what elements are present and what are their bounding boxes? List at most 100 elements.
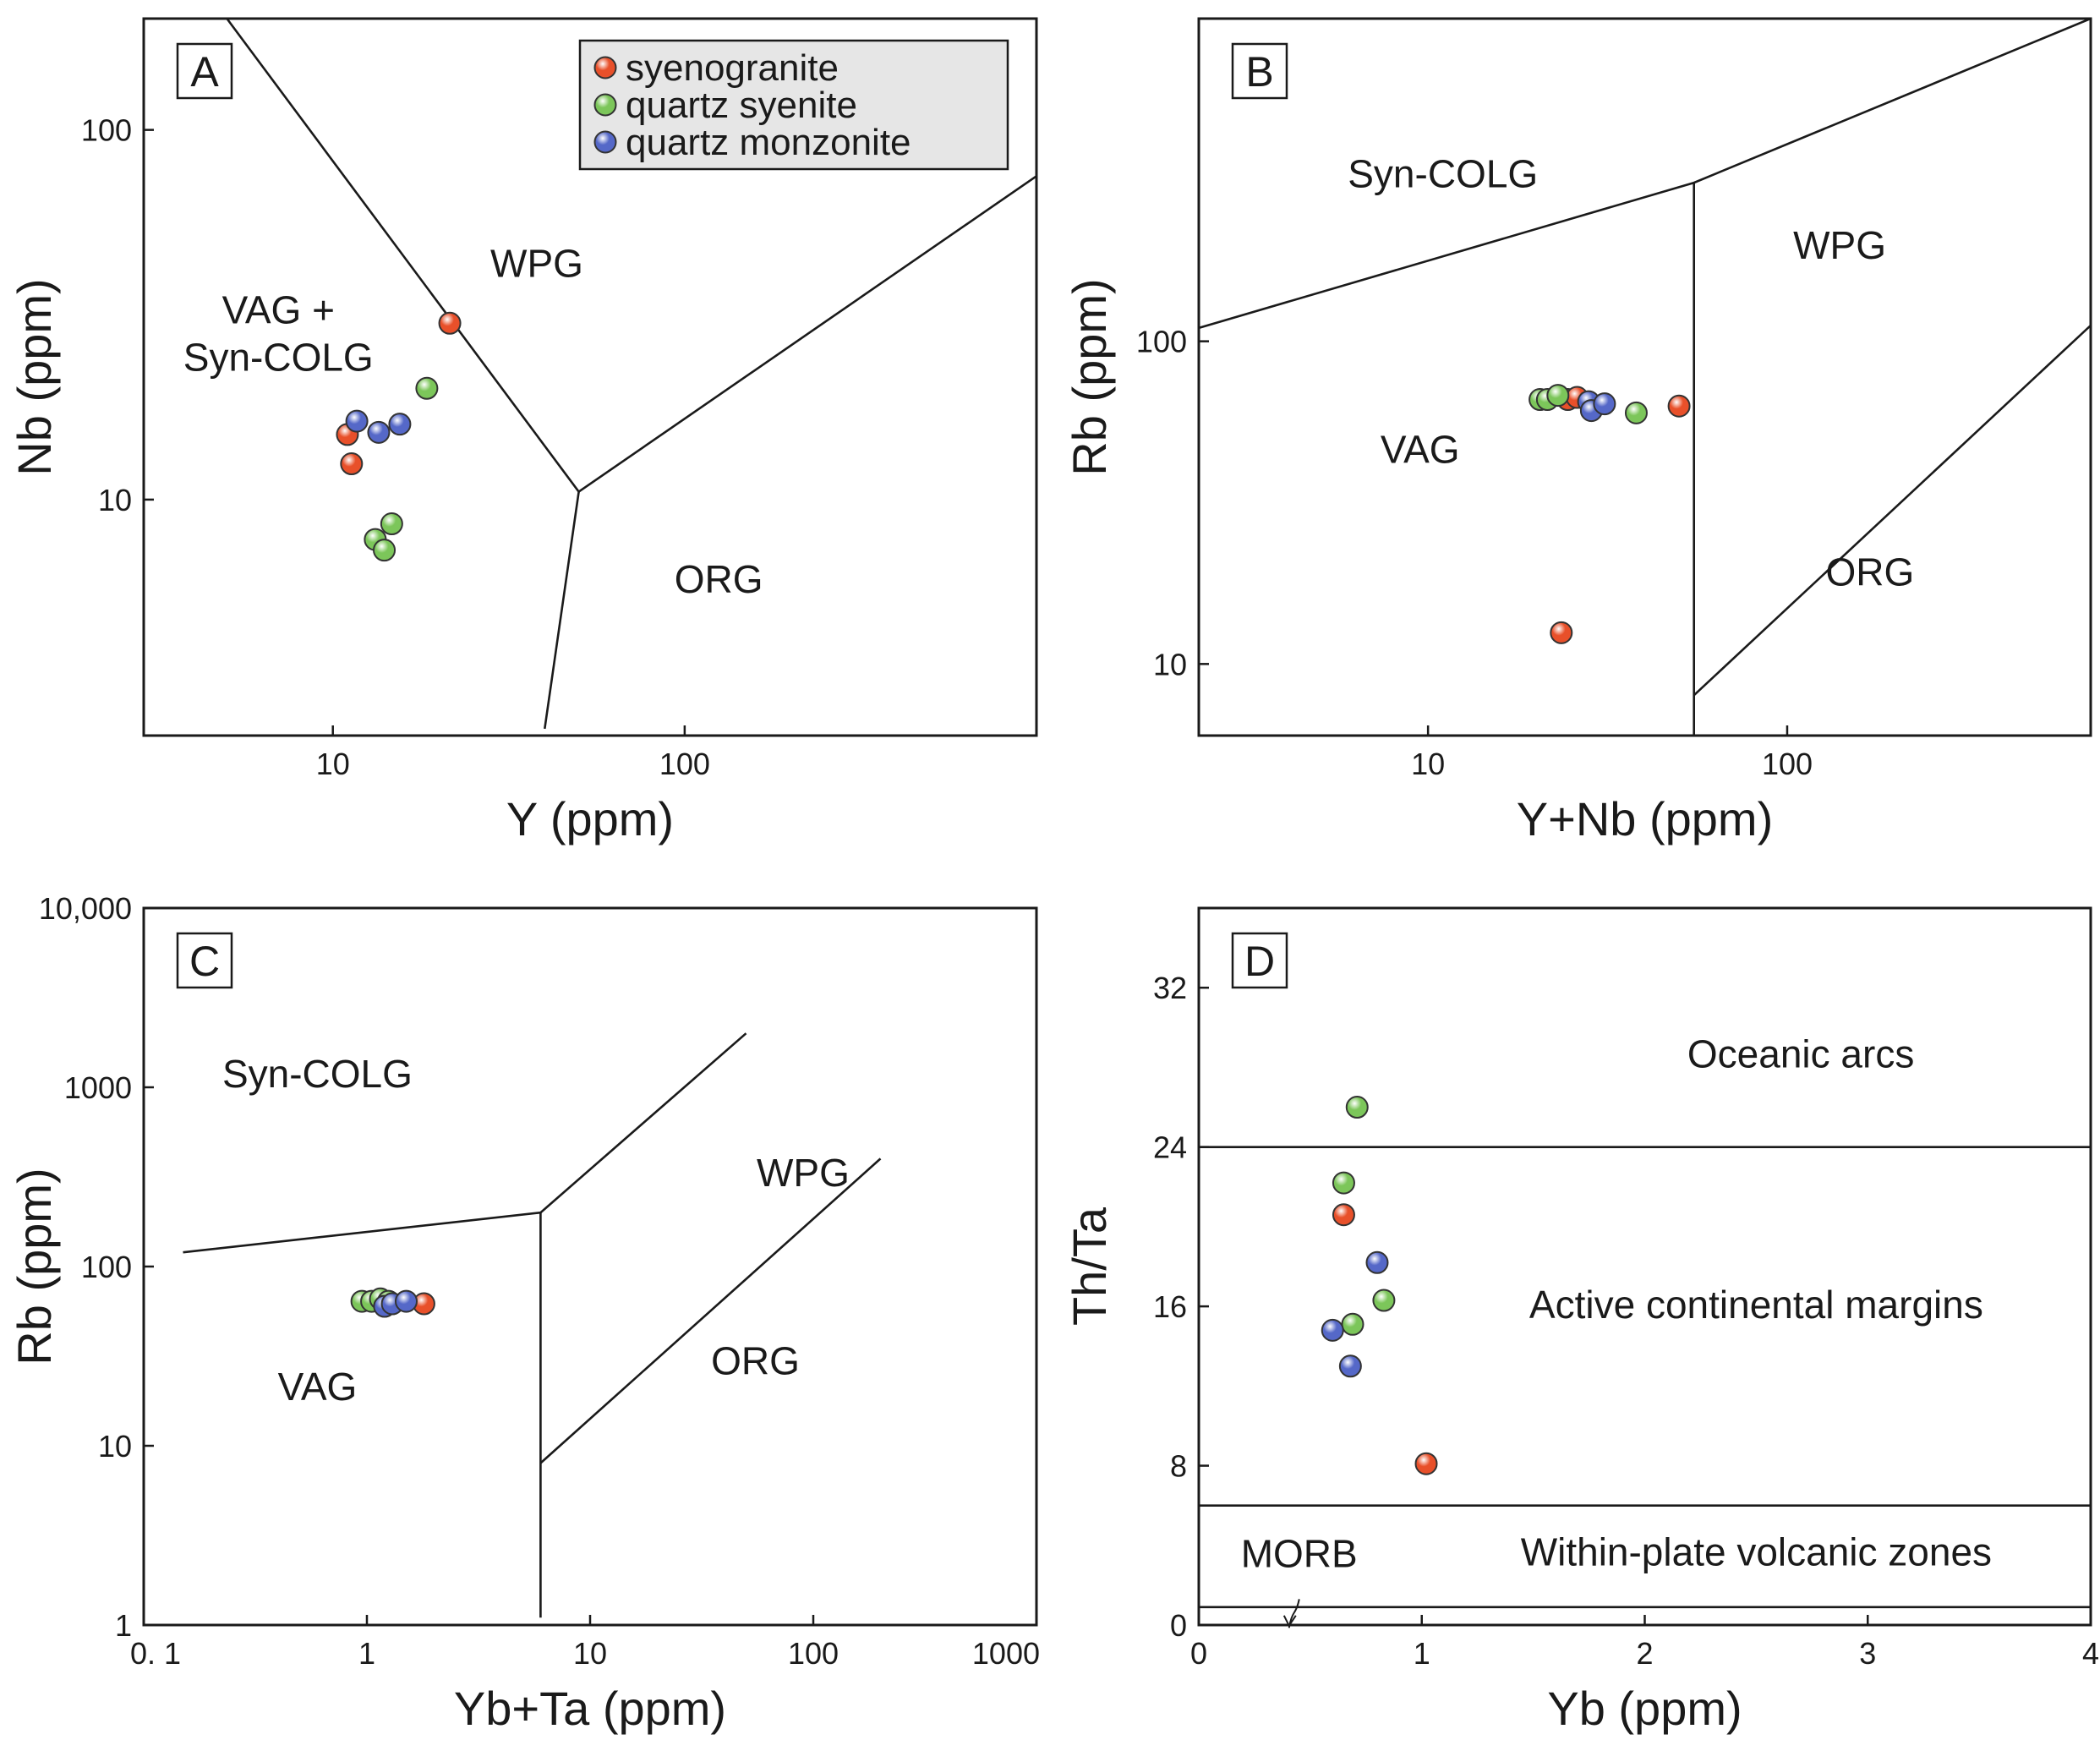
- panel-letter: B: [1231, 42, 1288, 100]
- y-axis-label: Rb (ppm): [8, 1168, 61, 1365]
- plot-frame: [1197, 17, 2092, 737]
- series-syenogranite: [1550, 386, 1691, 644]
- series-quartz-syenite: [364, 376, 439, 562]
- field-boundary-line: [577, 175, 1036, 493]
- boundaries: [226, 19, 1036, 730]
- panel-letter-text: C: [189, 938, 220, 985]
- y-tick-label: 10: [98, 1429, 132, 1464]
- data-point: [415, 376, 439, 400]
- data-point: [1332, 1203, 1355, 1227]
- y-tick-label: 32: [1153, 971, 1187, 1005]
- region-label: WPG: [1793, 223, 1886, 267]
- panel-letter-text: B: [1245, 48, 1273, 96]
- series-quartz-monzonite: [345, 409, 412, 444]
- x-tick-label: 1: [1414, 1636, 1430, 1671]
- panel-d: 0 1 2 3 4 0 8 16 24 32 Yb (ppm) Th/Ta D Oceanic arcs A…: [1063, 906, 2099, 1735]
- x-tick-label: 10: [573, 1636, 607, 1671]
- y-tick-label: 1000: [64, 1070, 132, 1105]
- y-tick-label: 100: [1136, 325, 1187, 359]
- x-tick-label: 2: [1636, 1636, 1653, 1671]
- region-label: Syn-COLG: [183, 335, 374, 379]
- y-axis-label: Th/Ta: [1063, 1207, 1116, 1326]
- legend-label: quartz monzonite: [626, 122, 911, 163]
- region-label: ORG: [675, 557, 763, 601]
- x-axis-label: Yb+Ta (ppm): [454, 1682, 726, 1735]
- x-tick-label: 0: [1190, 1636, 1207, 1671]
- x-tick-label: 3: [1859, 1636, 1876, 1671]
- region-label: Oceanic arcs: [1687, 1031, 1914, 1075]
- data-point: [373, 539, 396, 562]
- field-boundary-line: [1693, 324, 2091, 697]
- region-label: Syn-COLG: [1348, 152, 1538, 196]
- y-tick-label: 8: [1170, 1449, 1187, 1484]
- y-axis-label: Nb (ppm): [8, 278, 61, 475]
- y-tick-label: 10,000: [39, 891, 132, 926]
- data-point: [394, 1289, 418, 1313]
- x-tick-label: 1: [358, 1636, 375, 1671]
- series-quartz-monzonite: [1577, 390, 1616, 423]
- x-tick-label: 10: [316, 747, 350, 781]
- data-point: [1546, 384, 1570, 408]
- panel-b: 10 100 10 100 Y+Nb (ppm) Rb (ppm) B Syn-COLG WPG…: [1063, 17, 2092, 845]
- panel-letter: A: [176, 42, 233, 100]
- data-point: [1550, 621, 1573, 644]
- legend-box: [578, 39, 1009, 171]
- y-tick-label: 10: [98, 483, 132, 517]
- region-label: VAG: [1381, 427, 1460, 471]
- data-point: [1372, 1289, 1396, 1312]
- series-syenogranite: [1332, 1203, 1438, 1475]
- series-quartz-syenite: [1332, 1096, 1396, 1336]
- data-point: [340, 452, 364, 476]
- legend-marker: [593, 56, 617, 79]
- x-axis-label: Y+Nb (ppm): [1517, 792, 1773, 845]
- region-label: VAG: [278, 1365, 358, 1409]
- data-point: [380, 512, 403, 536]
- legend-marker: [593, 93, 617, 117]
- region-label: Active continental margins: [1529, 1283, 1983, 1327]
- y-tick-label: 24: [1153, 1130, 1187, 1165]
- panel-letter: C: [176, 932, 233, 989]
- x-axis-label: Yb (ppm): [1547, 1682, 1742, 1735]
- plot-frame: [1197, 906, 2092, 1627]
- morb-arrow-head: [1282, 1615, 1297, 1628]
- data-point: [1667, 394, 1691, 418]
- panel-letter: D: [1231, 932, 1288, 989]
- region-label: VAG +: [222, 287, 335, 331]
- series-quartz-monzonite: [1321, 1250, 1389, 1378]
- x-tick-label: 4: [2082, 1636, 2099, 1671]
- region-label: ORG: [1825, 550, 1914, 594]
- boundaries: [1199, 19, 2091, 736]
- boundaries: [1199, 1146, 2091, 1609]
- data-point: [1338, 1354, 1362, 1378]
- legend-marker: [593, 130, 617, 154]
- x-tick-label: 100: [1762, 747, 1813, 781]
- y-tick-label: 16: [1153, 1289, 1187, 1324]
- x-tick-label: 100: [659, 747, 710, 781]
- region-label: ORG: [711, 1339, 800, 1383]
- data-point: [1321, 1318, 1344, 1342]
- region-label: Within-plate volcanic zones: [1521, 1529, 1992, 1573]
- data-point: [345, 409, 369, 433]
- x-axis-label: Y (ppm): [506, 792, 674, 845]
- data-point: [367, 420, 391, 444]
- panel-letter-text: D: [1244, 938, 1275, 985]
- region-label: WPG: [490, 242, 583, 286]
- field-boundary-line: [539, 1157, 882, 1464]
- data-point: [1365, 1250, 1389, 1274]
- x-tick-label: 10: [1411, 747, 1445, 781]
- data-point: [1624, 401, 1648, 424]
- region-label: MORB: [1241, 1532, 1358, 1576]
- data-point: [1341, 1312, 1364, 1336]
- series-quartz-syenite: [1529, 384, 1648, 424]
- boundaries: [183, 1032, 882, 1618]
- plot-frame: [142, 17, 1038, 737]
- morb-arrow: [1288, 1599, 1300, 1628]
- y-tick-label: 10: [1153, 647, 1187, 681]
- data-point: [1414, 1452, 1438, 1475]
- data-point: [1345, 1096, 1369, 1119]
- panel-a: 10 100 10 100 Y (ppm) Nb (ppm) A VAG +Syn-COLG W…: [8, 17, 1038, 845]
- data-point: [438, 311, 462, 335]
- region-label: WPG: [757, 1151, 850, 1195]
